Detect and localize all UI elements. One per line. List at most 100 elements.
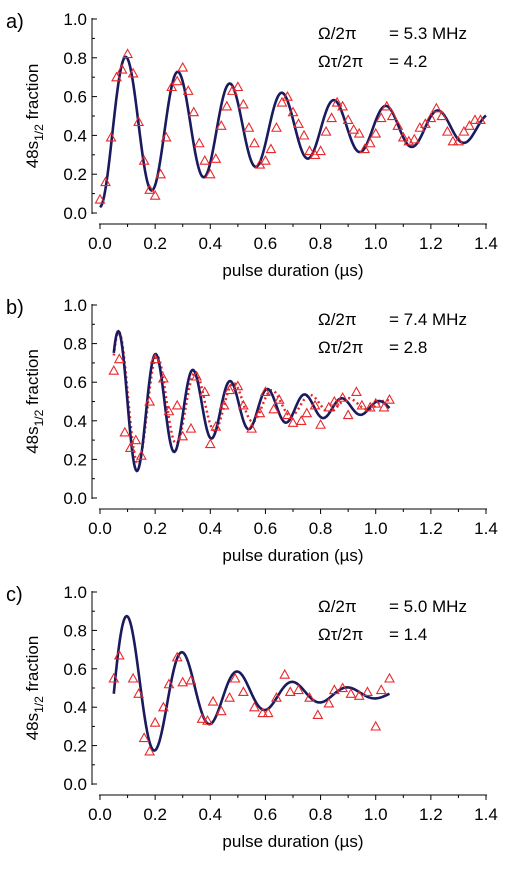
data-point — [276, 96, 288, 107]
data-point — [196, 713, 208, 723]
data-point — [171, 75, 183, 86]
data-point — [301, 407, 313, 418]
data-point — [108, 672, 120, 683]
data-point — [284, 686, 296, 696]
y-tick-label: 0.2 — [63, 165, 87, 184]
data-point — [348, 123, 360, 134]
data-point — [337, 100, 349, 111]
data-point — [138, 154, 150, 165]
annotation-value: = 1.4 — [389, 625, 427, 644]
data-point — [337, 392, 349, 402]
data-point — [370, 720, 382, 731]
x-tick-label: 1.0 — [364, 519, 388, 538]
y-tick-label: 0.8 — [63, 335, 87, 354]
data-point — [436, 110, 448, 121]
y-tick-label: 0.6 — [63, 660, 87, 679]
data-point — [397, 131, 409, 142]
x-axis-label: pulse duration (µs) — [222, 546, 363, 565]
data-point — [298, 129, 310, 140]
data-point — [464, 120, 475, 130]
data-point — [282, 90, 293, 101]
data-point — [94, 193, 106, 204]
y-tick-label: 0.2 — [63, 737, 87, 756]
x-tick-label: 0.2 — [143, 234, 167, 253]
x-tick-label: 0.8 — [309, 519, 333, 538]
data-point — [157, 372, 169, 383]
data-point — [331, 96, 343, 107]
y-tick-label: 0.4 — [63, 412, 87, 431]
chart-panel-a: 0.0 0.2 0.4 0.6 0.8 1.0 0.0 0.2 0.4 0.6 0.8 1.0 1.2 1… — [6, 10, 498, 280]
data-point — [287, 106, 299, 117]
data-point — [160, 131, 172, 142]
data-point — [188, 106, 200, 117]
annotation-label: Ωτ/2π — [318, 338, 363, 357]
data-point — [469, 114, 481, 125]
y-tick-label: 1.0 — [63, 583, 87, 602]
data-point — [350, 386, 362, 397]
data-point — [282, 409, 293, 420]
data-point — [248, 701, 260, 712]
data-point — [100, 176, 111, 187]
data-point — [144, 184, 156, 194]
x-tick-label: 0.6 — [254, 805, 278, 824]
data-point — [259, 154, 271, 165]
data-point — [171, 651, 183, 662]
data-point — [375, 684, 387, 695]
data-point — [271, 122, 282, 132]
data-point — [133, 688, 145, 698]
data-point — [268, 403, 280, 414]
x-tick-label: 1.2 — [419, 234, 443, 253]
y-tick-label: 1.0 — [63, 10, 87, 29]
x-tick-label: 0.2 — [143, 805, 167, 824]
x-tick-label: 0.4 — [198, 234, 222, 253]
data-point — [191, 370, 202, 381]
data-point — [342, 409, 354, 420]
annotation-value: = 5.3 MHz — [389, 24, 467, 43]
x-tick-label: 0.0 — [88, 519, 112, 538]
data-point — [215, 705, 227, 716]
x-axis-label: pulse duration (µs) — [222, 832, 363, 851]
y-tick-label: 0.0 — [63, 204, 87, 223]
data-point — [122, 48, 134, 59]
data-point — [210, 420, 222, 431]
data-point — [271, 691, 282, 702]
data-point — [171, 399, 183, 410]
x-tick-label: 0.0 — [88, 234, 112, 253]
x-tick-label: 0.6 — [254, 519, 278, 538]
data-point — [113, 353, 125, 364]
data-point — [108, 364, 120, 375]
fit-curve — [112, 329, 391, 473]
data-point — [224, 691, 236, 702]
data-point — [419, 118, 431, 128]
x-tick-label: 0.8 — [309, 234, 333, 253]
data-point — [124, 442, 136, 452]
y-tick-label: 0.4 — [63, 698, 87, 717]
data-point — [378, 401, 390, 412]
annotation-label: Ω/2π — [318, 24, 357, 43]
data-point — [259, 386, 271, 397]
x-tick-label: 0.6 — [254, 234, 278, 253]
data-point — [326, 112, 338, 123]
x-tick-label: 0.4 — [198, 805, 222, 824]
annotation-label: Ωτ/2π — [318, 625, 363, 644]
data-point — [135, 449, 147, 460]
data-point — [337, 682, 349, 693]
data-point — [345, 688, 357, 698]
data-point — [323, 697, 335, 708]
data-point — [185, 674, 197, 685]
y-tick-label: 0.8 — [63, 49, 87, 68]
x-tick-label: 1.2 — [419, 805, 443, 824]
data-point — [265, 143, 277, 154]
data-point — [229, 672, 241, 683]
y-tick-label: 1.0 — [63, 296, 87, 315]
x-axis-label: pulse duration (µs) — [222, 261, 363, 280]
y-axis-label: 48s1/2 fraction — [23, 349, 46, 454]
annotation-value: = 4.2 — [389, 52, 427, 71]
data-point — [353, 690, 365, 700]
annotation-value: = 2.8 — [389, 338, 427, 357]
y-tick-label: 0.2 — [63, 450, 87, 469]
fit-curve — [99, 55, 487, 209]
annotation-label: Ω/2π — [318, 310, 357, 329]
data-point — [370, 397, 382, 408]
